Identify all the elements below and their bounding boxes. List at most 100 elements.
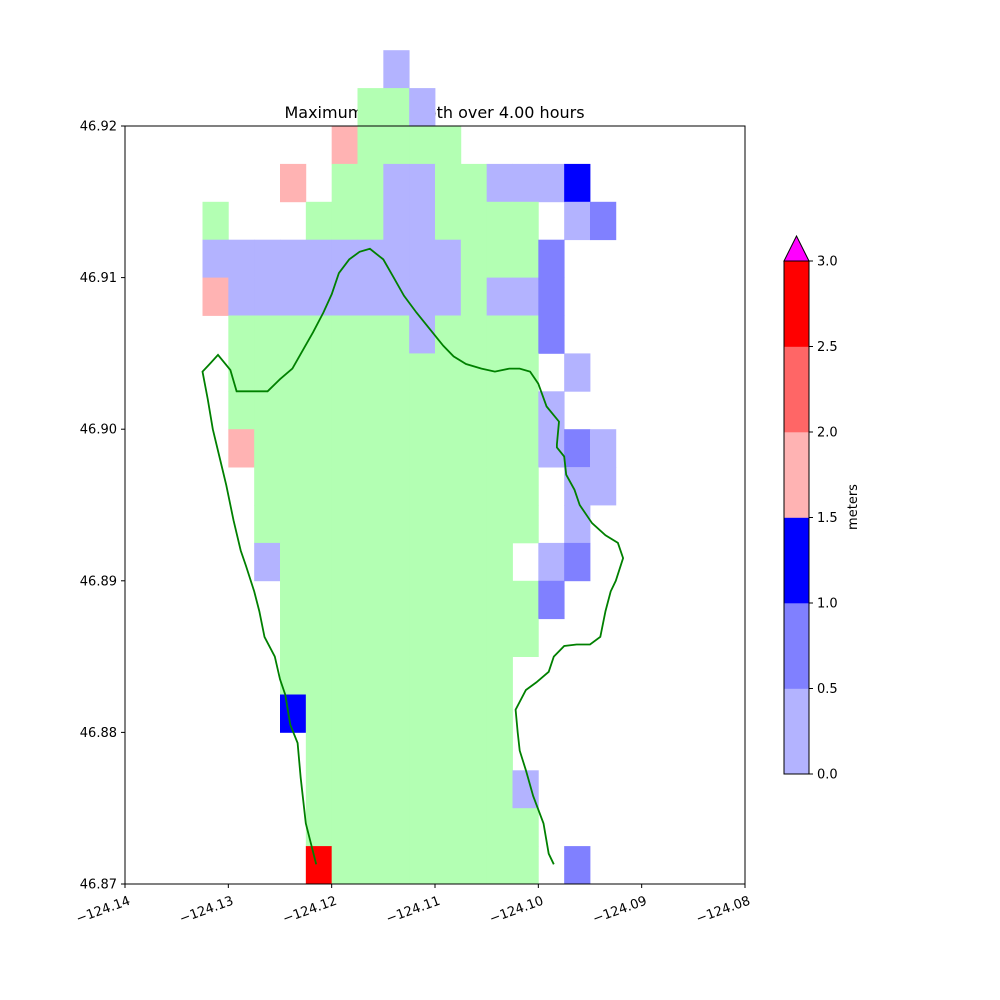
depth-cell bbox=[305, 277, 333, 316]
depth-cell bbox=[512, 846, 539, 885]
depth-cell bbox=[435, 656, 462, 695]
depth-cell bbox=[512, 770, 539, 809]
depth-cell bbox=[305, 391, 333, 430]
depth-cell bbox=[202, 201, 229, 241]
depth-cell bbox=[435, 542, 462, 582]
depth-cell bbox=[331, 770, 358, 809]
depth-cell bbox=[383, 239, 410, 278]
depth-cell bbox=[512, 618, 539, 657]
depth-cell bbox=[486, 505, 513, 544]
colorbar-band bbox=[784, 603, 809, 689]
depth-cell bbox=[202, 239, 229, 278]
depth-cell bbox=[357, 770, 384, 809]
depth-cell bbox=[460, 808, 488, 847]
depth-cell bbox=[460, 201, 488, 241]
depth-cell bbox=[435, 732, 462, 771]
depth-cell bbox=[305, 580, 333, 620]
colorbar-tick-label: 2.0 bbox=[817, 426, 838, 441]
depth-cell bbox=[331, 694, 358, 733]
depth-cell bbox=[383, 542, 410, 582]
depth-cell bbox=[383, 846, 410, 885]
plot-area bbox=[124, 50, 746, 885]
depth-cell bbox=[305, 239, 333, 278]
depth-cell bbox=[305, 429, 333, 468]
depth-cell bbox=[409, 694, 436, 733]
depth-cell bbox=[460, 618, 488, 657]
depth-cell bbox=[383, 391, 410, 430]
depth-cell bbox=[305, 656, 333, 695]
depth-cell bbox=[486, 277, 513, 316]
depth-cell bbox=[357, 505, 384, 544]
depth-cell bbox=[486, 467, 513, 506]
depth-cell bbox=[331, 239, 358, 278]
depth-cell bbox=[486, 353, 513, 392]
depth-cell bbox=[486, 846, 513, 885]
depth-cell bbox=[486, 429, 513, 468]
depth-cell bbox=[409, 808, 436, 847]
depth-cell bbox=[486, 391, 513, 430]
depth-cell bbox=[280, 277, 307, 316]
colorbar-band bbox=[784, 346, 809, 433]
y-tick-label: 46.89 bbox=[80, 574, 117, 589]
depth-cell bbox=[331, 467, 358, 506]
depth-cell bbox=[486, 770, 513, 809]
depth-cell bbox=[460, 353, 488, 392]
depth-cell bbox=[486, 163, 513, 203]
depth-cell bbox=[486, 580, 513, 620]
y-tick-label: 46.92 bbox=[80, 120, 117, 135]
depth-cell bbox=[254, 542, 281, 582]
depth-cell bbox=[512, 201, 539, 241]
depth-cell bbox=[435, 505, 462, 544]
colorbar-tick-label: 1.5 bbox=[817, 511, 838, 526]
depth-cell bbox=[383, 505, 410, 544]
depth-cell bbox=[357, 542, 384, 582]
depth-cell bbox=[357, 846, 384, 885]
depth-cell bbox=[460, 239, 488, 278]
depth-cell bbox=[409, 580, 436, 620]
depth-cell bbox=[331, 126, 358, 165]
depth-cell bbox=[409, 239, 436, 278]
depth-cell bbox=[357, 694, 384, 733]
depth-cell bbox=[331, 618, 358, 657]
depth-cell bbox=[538, 580, 565, 620]
depth-cell bbox=[460, 542, 488, 582]
depth-cell bbox=[280, 618, 307, 657]
colorbar-band bbox=[784, 261, 809, 347]
colorbar-tick-label: 2.5 bbox=[817, 340, 838, 355]
depth-cell bbox=[435, 353, 462, 392]
colorbar-band bbox=[784, 688, 809, 775]
depth-cell bbox=[383, 732, 410, 771]
depth-cell bbox=[383, 126, 410, 165]
depth-cell bbox=[383, 770, 410, 809]
depth-cell bbox=[409, 277, 436, 316]
depth-cell bbox=[357, 580, 384, 620]
depth-cell bbox=[331, 505, 358, 544]
depth-cell bbox=[254, 467, 281, 506]
depth-cell bbox=[512, 580, 539, 620]
depth-cell bbox=[383, 201, 410, 241]
depth-cell bbox=[435, 694, 462, 733]
depth-cell bbox=[228, 391, 255, 430]
depth-cell bbox=[590, 201, 617, 241]
depth-cell bbox=[331, 429, 358, 468]
depth-cell bbox=[409, 505, 436, 544]
depth-cell bbox=[538, 163, 565, 203]
depth-cell bbox=[460, 656, 488, 695]
depth-cell bbox=[435, 163, 462, 203]
depth-cell bbox=[357, 656, 384, 695]
depth-cell bbox=[331, 732, 358, 771]
depth-cell bbox=[254, 315, 281, 354]
depth-cell bbox=[357, 618, 384, 657]
depth-cell bbox=[564, 163, 591, 203]
colorbar-ticks: 0.0 0.5 1.0 1.5 2.0 2.5 3.0 bbox=[809, 255, 838, 783]
depth-cell bbox=[280, 542, 307, 582]
depth-cell bbox=[280, 694, 307, 733]
depth-cell bbox=[512, 239, 539, 278]
depth-cell bbox=[357, 163, 384, 203]
depth-cell bbox=[409, 618, 436, 657]
colorbar-tick-label: 3.0 bbox=[817, 255, 838, 270]
depth-cell bbox=[228, 353, 255, 392]
depth-cell bbox=[486, 201, 513, 241]
depth-cell bbox=[435, 580, 462, 620]
depth-cell bbox=[538, 542, 565, 582]
